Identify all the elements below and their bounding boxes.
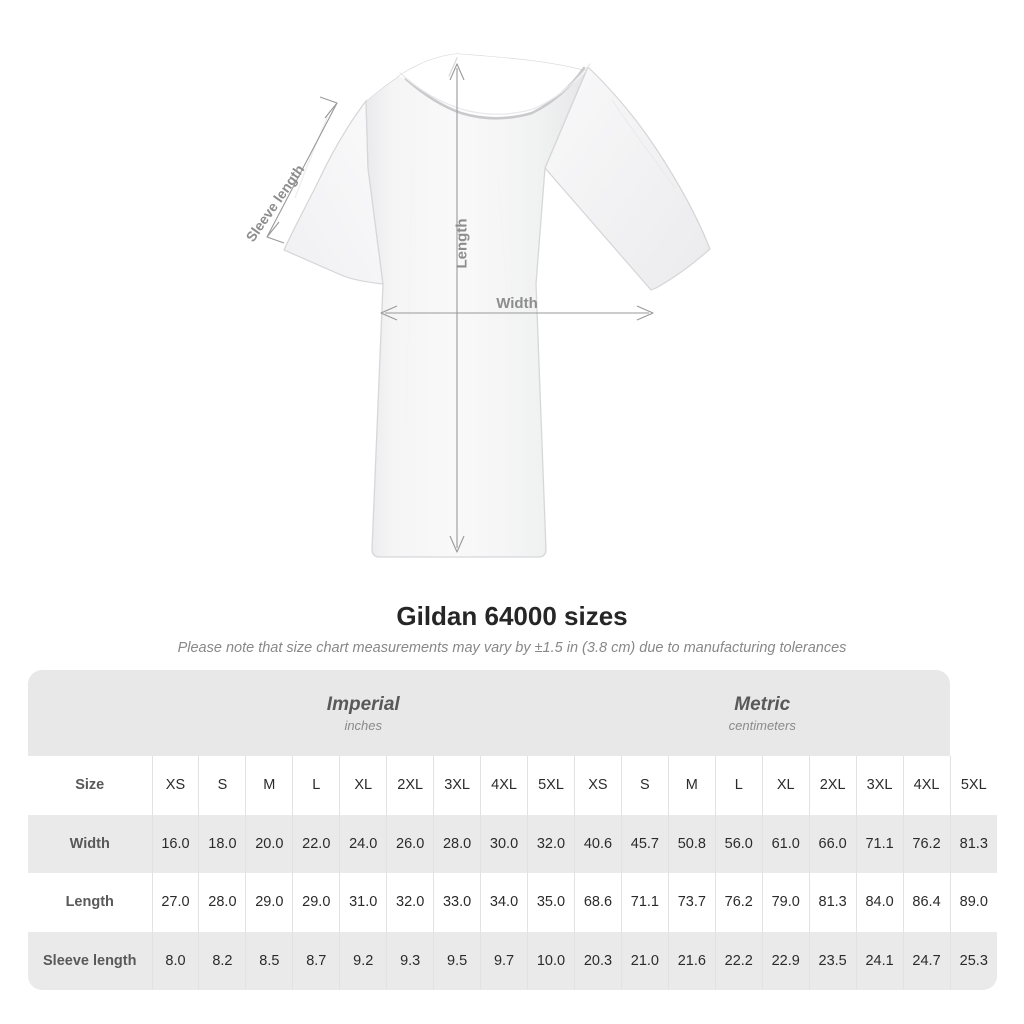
svg-text:Width: Width (496, 295, 538, 312)
